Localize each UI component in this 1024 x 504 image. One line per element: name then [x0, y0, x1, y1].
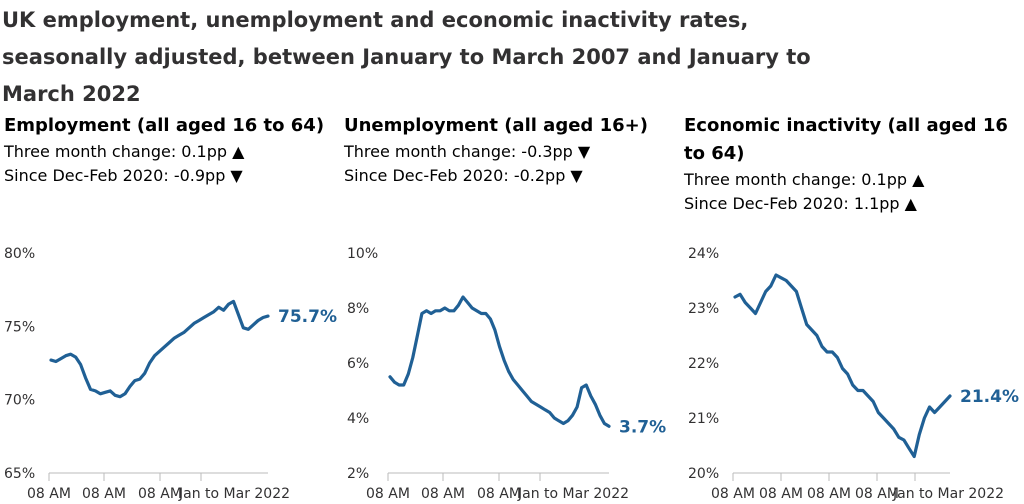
- y-tick-label: 4%: [347, 411, 369, 427]
- y-tick-label: 20%: [688, 466, 719, 482]
- x-tick-label: 08 AM: [711, 486, 755, 502]
- x-tick-label: 08 AM: [477, 486, 521, 502]
- employment-panel: Employment (all aged 16 to 64) Three mon…: [4, 112, 334, 188]
- y-tick-label: 10%: [347, 246, 378, 262]
- x-tick-label: Jan to Mar 2022: [892, 486, 1004, 502]
- inactivity-panel: Economic inactivity (all aged 16 to 64) …: [684, 112, 1014, 216]
- x-tick-label: 08 AM: [366, 486, 410, 502]
- end-value-label: 21.4%: [960, 387, 1019, 407]
- x-tick-label: 08 AM: [807, 486, 851, 502]
- x-tick-label: 08 AM: [759, 486, 803, 502]
- since-dec-feb-2020: Since Dec-Feb 2020: -0.2pp ▼: [344, 166, 583, 185]
- y-tick-label: 23%: [688, 301, 719, 317]
- y-tick-label: 75%: [4, 319, 35, 335]
- since-dec-feb-2020: Since Dec-Feb 2020: -0.9pp ▼: [4, 166, 243, 185]
- x-tick-label: 08 AM: [421, 486, 465, 502]
- y-tick-label: 6%: [347, 356, 369, 372]
- y-tick-label: 70%: [4, 393, 35, 409]
- x-tick-label: 08 AM: [27, 486, 71, 502]
- end-value-label: 75.7%: [278, 307, 337, 327]
- x-tick-label: 08 AM: [855, 486, 899, 502]
- x-tick-label: Jan to Mar 2022: [517, 486, 629, 502]
- series-line: [49, 299, 270, 399]
- y-tick-label: 65%: [4, 466, 35, 482]
- chart-title: UK employment, unemployment and economic…: [2, 8, 811, 106]
- three-month-change: Three month change: 0.1pp ▲: [684, 170, 925, 189]
- y-tick-label: 2%: [347, 466, 369, 482]
- unemployment-panel: Unemployment (all aged 16+) Three month …: [344, 112, 674, 188]
- x-tick-label: Jan to Mar 2022: [178, 486, 290, 502]
- y-tick-label: 8%: [347, 301, 369, 317]
- x-tick-label: 08 AM: [82, 486, 126, 502]
- y-tick-label: 24%: [688, 246, 719, 262]
- series-line: [733, 273, 952, 459]
- y-tick-label: 22%: [688, 356, 719, 372]
- since-dec-feb-2020: Since Dec-Feb 2020: 1.1pp ▲: [684, 194, 917, 213]
- panel-title: Economic inactivity (all aged 16 to 64): [684, 115, 1008, 164]
- series-line: [388, 295, 611, 428]
- y-tick-label: 21%: [688, 411, 719, 427]
- panel-title: Unemployment (all aged 16+): [344, 115, 648, 136]
- x-tick-label: 08 AM: [138, 486, 182, 502]
- three-month-change: Three month change: -0.3pp ▼: [344, 142, 591, 161]
- three-month-change: Three month change: 0.1pp ▲: [4, 142, 245, 161]
- panel-title: Employment (all aged 16 to 64): [4, 115, 325, 136]
- y-tick-label: 80%: [4, 246, 35, 262]
- end-value-label: 3.7%: [619, 417, 666, 437]
